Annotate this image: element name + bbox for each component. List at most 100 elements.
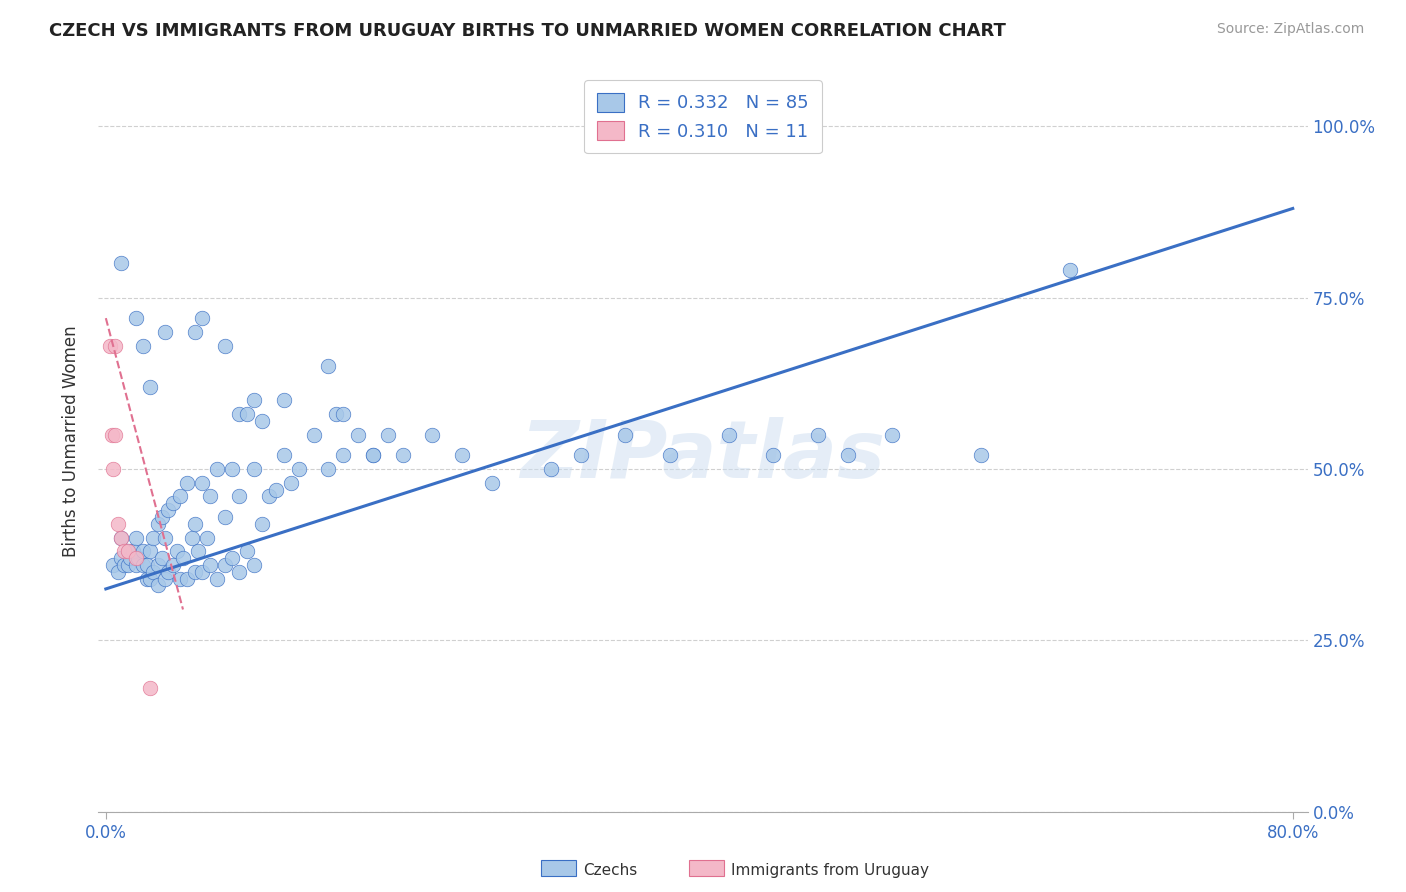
- Point: [132, 338, 155, 352]
- Point: [184, 516, 207, 531]
- Point: [658, 448, 681, 462]
- Point: [162, 496, 184, 510]
- Point: [214, 558, 236, 572]
- Point: [250, 414, 273, 428]
- Point: [451, 448, 474, 462]
- Point: [273, 393, 295, 408]
- Point: [166, 544, 188, 558]
- Point: [717, 427, 740, 442]
- Point: [970, 448, 993, 462]
- Y-axis label: Births to Unmarried Women: Births to Unmarried Women: [62, 326, 80, 558]
- Point: [98, 338, 121, 352]
- Point: [807, 427, 830, 442]
- Point: [139, 544, 162, 558]
- Point: [318, 462, 340, 476]
- Point: [112, 558, 135, 572]
- Point: [172, 551, 194, 566]
- Point: [112, 544, 135, 558]
- Point: [107, 516, 129, 531]
- Point: [117, 544, 139, 558]
- Point: [882, 427, 904, 442]
- Point: [250, 516, 273, 531]
- Text: Czechs: Czechs: [583, 863, 638, 878]
- Point: [191, 311, 214, 326]
- Text: Source: ZipAtlas.com: Source: ZipAtlas.com: [1216, 22, 1364, 37]
- Point: [100, 427, 122, 442]
- Point: [139, 681, 162, 696]
- Point: [302, 427, 325, 442]
- Point: [150, 510, 173, 524]
- Point: [146, 516, 169, 531]
- Point: [257, 489, 280, 503]
- Point: [124, 551, 146, 566]
- Point: [377, 427, 399, 442]
- Text: CZECH VS IMMIGRANTS FROM URUGUAY BIRTHS TO UNMARRIED WOMEN CORRELATION CHART: CZECH VS IMMIGRANTS FROM URUGUAY BIRTHS …: [49, 22, 1007, 40]
- Point: [347, 427, 370, 442]
- Point: [273, 448, 295, 462]
- Point: [103, 558, 125, 572]
- Point: [117, 558, 139, 572]
- Point: [121, 544, 143, 558]
- Point: [280, 475, 302, 490]
- Point: [153, 572, 176, 586]
- Point: [142, 565, 165, 579]
- Point: [176, 475, 198, 490]
- Point: [191, 565, 214, 579]
- Point: [169, 489, 191, 503]
- Point: [157, 565, 180, 579]
- Point: [187, 544, 209, 558]
- Point: [184, 325, 207, 339]
- Point: [481, 475, 503, 490]
- Point: [104, 338, 127, 352]
- Point: [176, 572, 198, 586]
- Point: [169, 572, 191, 586]
- Point: [332, 407, 354, 421]
- Point: [318, 359, 340, 373]
- Point: [127, 551, 149, 566]
- Point: [762, 448, 785, 462]
- Point: [361, 448, 384, 462]
- Point: [221, 551, 243, 566]
- Point: [146, 558, 169, 572]
- Point: [420, 427, 443, 442]
- Point: [236, 407, 259, 421]
- Point: [540, 462, 562, 476]
- Point: [180, 531, 202, 545]
- Point: [195, 531, 218, 545]
- Point: [139, 572, 162, 586]
- Point: [157, 503, 180, 517]
- Point: [837, 448, 859, 462]
- Text: ZIPatlas: ZIPatlas: [520, 417, 886, 495]
- Point: [228, 489, 250, 503]
- Legend: R = 0.332   N = 85, R = 0.310   N = 11: R = 0.332 N = 85, R = 0.310 N = 11: [585, 80, 821, 153]
- Point: [243, 558, 266, 572]
- Point: [205, 462, 228, 476]
- Point: [228, 565, 250, 579]
- Point: [361, 448, 384, 462]
- Point: [332, 448, 354, 462]
- Point: [146, 578, 169, 592]
- Point: [124, 311, 146, 326]
- Point: [325, 407, 347, 421]
- Point: [150, 551, 173, 566]
- Point: [191, 475, 214, 490]
- Point: [153, 531, 176, 545]
- Point: [228, 407, 250, 421]
- Point: [103, 462, 125, 476]
- Point: [214, 510, 236, 524]
- Point: [198, 489, 221, 503]
- Point: [110, 256, 132, 270]
- Point: [236, 544, 259, 558]
- Point: [198, 558, 221, 572]
- Point: [139, 380, 162, 394]
- Point: [132, 544, 155, 558]
- Point: [243, 462, 266, 476]
- Point: [569, 448, 592, 462]
- Point: [124, 558, 146, 572]
- Text: Immigrants from Uruguay: Immigrants from Uruguay: [731, 863, 929, 878]
- Point: [124, 531, 146, 545]
- Point: [153, 325, 176, 339]
- Point: [142, 531, 165, 545]
- Point: [136, 572, 159, 586]
- Point: [162, 558, 184, 572]
